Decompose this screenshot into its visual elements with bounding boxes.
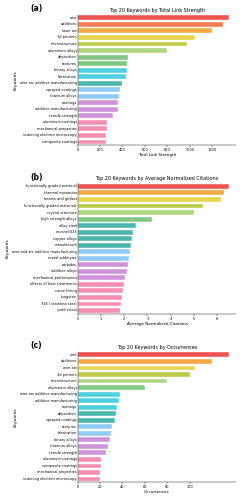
- Bar: [78, 223, 136, 228]
- Bar: [78, 450, 106, 456]
- Bar: [78, 308, 120, 313]
- X-axis label: Occurrences: Occurrences: [144, 490, 170, 494]
- Bar: [78, 54, 128, 60]
- Bar: [78, 470, 100, 475]
- Bar: [78, 438, 110, 442]
- Bar: [78, 197, 221, 202]
- Bar: [78, 48, 167, 53]
- X-axis label: Average Normalized Citations: Average Normalized Citations: [127, 322, 188, 326]
- Text: (c): (c): [30, 341, 42, 350]
- Title: Top 20 Keywords by Occurrences: Top 20 Keywords by Occurrences: [117, 345, 197, 350]
- Bar: [78, 444, 108, 449]
- Bar: [78, 236, 132, 241]
- Bar: [78, 16, 229, 20]
- Bar: [78, 366, 195, 370]
- Bar: [78, 262, 128, 267]
- Text: (b): (b): [30, 172, 43, 182]
- Bar: [78, 74, 126, 79]
- Bar: [78, 250, 130, 254]
- Bar: [78, 61, 127, 66]
- Bar: [78, 256, 129, 260]
- Bar: [78, 68, 127, 72]
- Bar: [78, 372, 190, 377]
- Bar: [78, 392, 120, 396]
- Bar: [78, 133, 106, 138]
- Bar: [78, 100, 118, 105]
- Bar: [78, 418, 115, 422]
- Bar: [78, 404, 117, 409]
- Bar: [78, 28, 212, 34]
- Bar: [78, 88, 120, 92]
- Bar: [78, 385, 145, 390]
- Bar: [78, 295, 122, 300]
- Bar: [78, 242, 131, 248]
- Bar: [78, 216, 152, 222]
- Y-axis label: Keywords: Keywords: [13, 70, 17, 89]
- Bar: [78, 398, 119, 403]
- Bar: [78, 42, 187, 46]
- Bar: [78, 80, 122, 86]
- Bar: [78, 359, 212, 364]
- Title: Top 20 Keywords by Total Link Strength: Top 20 Keywords by Total Link Strength: [109, 8, 205, 13]
- X-axis label: Total Link Strength: Total Link Strength: [138, 154, 176, 158]
- Bar: [78, 464, 101, 468]
- Bar: [78, 94, 119, 98]
- Bar: [78, 282, 124, 287]
- Bar: [78, 190, 224, 196]
- Y-axis label: Keywords: Keywords: [13, 407, 17, 427]
- Bar: [78, 230, 133, 234]
- Bar: [78, 35, 195, 40]
- Bar: [78, 424, 112, 429]
- Bar: [78, 210, 194, 215]
- Bar: [78, 140, 106, 144]
- Bar: [78, 269, 127, 274]
- Bar: [78, 288, 123, 294]
- Bar: [78, 378, 167, 384]
- Bar: [78, 276, 125, 280]
- Bar: [78, 22, 223, 27]
- Bar: [78, 352, 229, 358]
- Bar: [78, 126, 106, 132]
- Text: (a): (a): [30, 4, 42, 13]
- Bar: [78, 302, 121, 306]
- Bar: [78, 457, 101, 462]
- Bar: [78, 184, 229, 189]
- Bar: [78, 120, 107, 125]
- Bar: [78, 411, 116, 416]
- Bar: [78, 431, 111, 436]
- Bar: [78, 107, 118, 112]
- Title: Top 20 Keywords by Average Normalized Citations: Top 20 Keywords by Average Normalized Ci…: [96, 176, 219, 182]
- Bar: [78, 114, 113, 118]
- Y-axis label: Keywords: Keywords: [6, 238, 9, 258]
- Bar: [78, 476, 100, 482]
- Bar: [78, 204, 203, 208]
